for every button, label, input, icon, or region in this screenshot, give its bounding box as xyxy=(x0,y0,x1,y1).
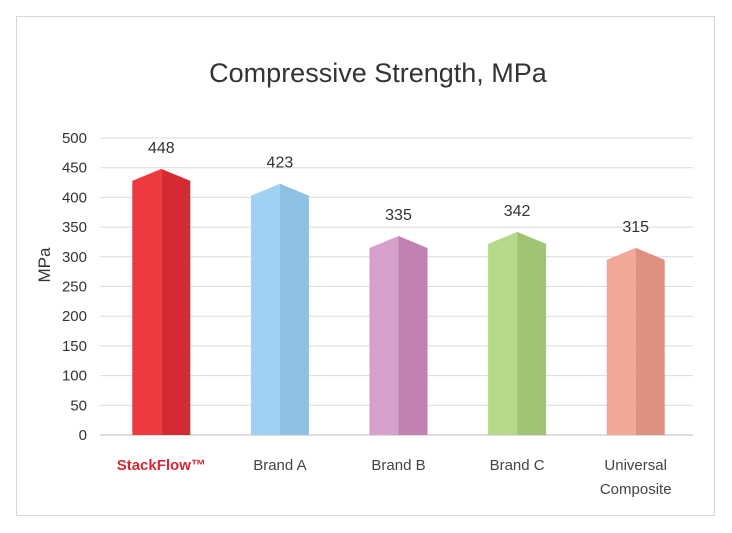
y-tick-label: 100 xyxy=(62,368,87,385)
data-label: 448 xyxy=(148,140,175,157)
bar-left-face xyxy=(488,231,518,435)
chart-title: Compressive Strength, MPa xyxy=(209,58,548,88)
x-tick-label: Brand A xyxy=(253,457,306,474)
y-tick-label: 200 xyxy=(62,308,87,325)
x-axis-labels: StackFlow™ Brand A Brand B Brand C Universal… xyxy=(117,457,672,498)
y-axis-ticks: 0 50 100 150 200 250 300 350 400 450 500 xyxy=(62,130,87,444)
gridlines xyxy=(100,137,693,436)
y-axis-label: MPa xyxy=(35,247,54,283)
data-label: 335 xyxy=(385,207,412,224)
bar-1 xyxy=(250,183,309,435)
y-tick-label: 0 xyxy=(79,427,87,444)
bar-3 xyxy=(488,231,547,435)
x-tick-label: Brand C xyxy=(490,457,545,474)
y-tick-label: 500 xyxy=(62,130,87,147)
bar-left-face xyxy=(132,168,162,435)
data-label: 342 xyxy=(504,203,531,220)
bar-2 xyxy=(369,236,428,435)
y-tick-label: 250 xyxy=(62,279,87,296)
data-label: 315 xyxy=(622,219,649,236)
y-tick-label: 150 xyxy=(62,338,87,355)
y-tick-label: 450 xyxy=(62,160,87,177)
data-labels: 448 423 335 342 315 xyxy=(148,140,649,236)
y-tick-label: 400 xyxy=(62,189,87,206)
bar-right-face xyxy=(279,183,309,435)
bar-right-face xyxy=(635,247,665,435)
bar-4 xyxy=(606,247,665,435)
bar-left-face xyxy=(606,247,636,435)
bar-right-face xyxy=(517,231,547,435)
bar-left-face xyxy=(369,236,399,435)
data-label: 423 xyxy=(267,155,294,172)
bar-right-face xyxy=(398,236,428,435)
y-tick-label: 350 xyxy=(62,219,87,236)
x-tick-label: StackFlow™ xyxy=(117,457,206,474)
bar-left-face xyxy=(250,183,280,435)
y-tick-label: 300 xyxy=(62,249,87,266)
chart-frame xyxy=(16,16,715,516)
bars xyxy=(132,168,665,435)
bar-right-face xyxy=(161,168,191,435)
x-tick-label: Universal Composite xyxy=(600,457,672,498)
x-tick-label: Brand B xyxy=(371,457,425,474)
bar-0 xyxy=(132,168,191,435)
y-tick-label: 50 xyxy=(70,397,87,414)
